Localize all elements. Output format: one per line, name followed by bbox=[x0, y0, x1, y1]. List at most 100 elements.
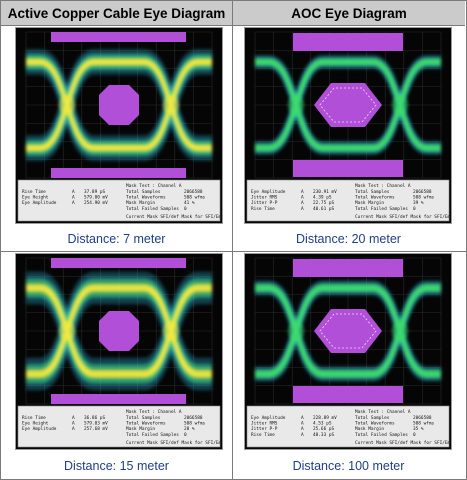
readout-channel: A bbox=[72, 421, 75, 427]
readout-value: 0 bbox=[413, 432, 416, 438]
readout-label: Eye Amplitude bbox=[251, 415, 286, 421]
caption-100m: Distance: 100 meter bbox=[292, 459, 405, 473]
eye-panel-100m: Mask Test : Channel A Eye Amplitude A 228.8… bbox=[244, 253, 452, 450]
crossover-spots bbox=[59, 95, 179, 115]
current-mask-footer: Current Mask SFI/def Mask for SFI/Eme... bbox=[126, 440, 222, 446]
readout-channel: A bbox=[301, 206, 304, 212]
readout-value: 508 wfms bbox=[413, 421, 435, 427]
header-aoc: AOC Eye Diagram bbox=[233, 1, 465, 26]
readout-background bbox=[17, 405, 221, 448]
readout-value: 36.86 pS bbox=[84, 415, 106, 421]
readout-label: Mask Margin bbox=[355, 200, 384, 206]
scope-screen: Mask Test : Channel A Eye Amplitude A 228.8… bbox=[244, 253, 452, 450]
scope-screen: Mask Test : Channel A Rise Time A 37.89 pS E… bbox=[15, 27, 223, 224]
readout-channel: A bbox=[72, 189, 75, 195]
crossover-spots bbox=[59, 321, 179, 341]
readout-channel: A bbox=[301, 426, 304, 432]
readout-label: Mask Margin bbox=[126, 200, 155, 206]
readout-value: 228.89 mV bbox=[313, 415, 337, 421]
readout-value: 48.33 pS bbox=[313, 432, 335, 438]
caption-20m: Distance: 20 meter bbox=[296, 232, 401, 246]
mask-test-title: Mask Test : Channel A bbox=[355, 409, 411, 415]
readout-value: 37.89 pS bbox=[84, 189, 106, 195]
crossover-spot bbox=[392, 321, 408, 341]
eye-diagram-plot: Mask Test : Channel A Eye Amplitude A 230.9… bbox=[246, 31, 451, 222]
readout-label: Total Failed Samples bbox=[126, 206, 179, 212]
readout-value: 0 bbox=[184, 432, 187, 438]
mask-test-title: Mask Test : Channel A bbox=[126, 183, 182, 189]
mask-test-title: Mask Test : Channel A bbox=[126, 409, 182, 415]
crossover-spot bbox=[163, 321, 179, 341]
readout-label: Eye Amplitude bbox=[22, 200, 57, 206]
readout-channel: A bbox=[72, 200, 75, 206]
readout-value: 2066588 bbox=[413, 415, 432, 421]
readout-channel: A bbox=[301, 415, 304, 421]
current-mask-footer: Current Mask SFI/def Mask for SFI/Eme... bbox=[126, 214, 222, 220]
readout-label: Total Waveforms bbox=[126, 421, 166, 427]
readout-label: Rise Time bbox=[251, 206, 275, 212]
readout-label: Mask Margin bbox=[126, 426, 155, 432]
readout-value: 22.75 pS bbox=[313, 200, 335, 206]
caption-7m: Distance: 7 meter bbox=[67, 232, 166, 246]
current-mask-footer: Current Mask SFI/def Mask for SFI/Eme... bbox=[355, 440, 451, 446]
mask-regions bbox=[51, 32, 186, 178]
readout-table: Mask Test : Channel A Rise Time A 36.86 pS E… bbox=[17, 405, 222, 448]
readout-channel: A bbox=[301, 200, 304, 206]
readout-label: Total Waveforms bbox=[355, 195, 395, 201]
eye-diagram-plot: Mask Test : Channel A Rise Time A 36.86 pS E… bbox=[17, 257, 222, 448]
readout-label: Total Failed Samples bbox=[355, 432, 408, 438]
readout-label: Rise Time bbox=[22, 189, 46, 195]
mask-center bbox=[99, 311, 139, 351]
crossover-spot bbox=[59, 95, 75, 115]
readout-label: Mask Margin bbox=[355, 426, 384, 432]
readout-value: 28 % bbox=[184, 426, 195, 432]
readout-value: 257.68 mV bbox=[84, 426, 108, 432]
readout-label: Jitter RMS bbox=[251, 421, 278, 427]
crossover-spot bbox=[288, 321, 304, 341]
readout-label: Jitter P-P bbox=[251, 200, 278, 206]
readout-value: 579.00 mV bbox=[84, 195, 108, 201]
readout-channel: A bbox=[301, 432, 304, 438]
readout-value: 4.39 pS bbox=[313, 195, 332, 201]
header-active-copper: Active Copper Cable Eye Diagram bbox=[1, 1, 232, 26]
readout-value: 35 % bbox=[413, 426, 424, 432]
mask-bottom bbox=[51, 168, 186, 178]
readout-channel: A bbox=[72, 415, 75, 421]
divider-horizontal bbox=[1, 251, 466, 252]
readout-label: Total Samples bbox=[355, 189, 390, 195]
readout-background bbox=[246, 179, 450, 222]
mask-center bbox=[314, 83, 382, 127]
readout-value: 254.90 mV bbox=[84, 200, 108, 206]
readout-channel: A bbox=[301, 195, 304, 201]
scope-screen: Mask Test : Channel A Rise Time A 36.86 pS E… bbox=[15, 253, 223, 450]
readout-value: 2066588 bbox=[413, 189, 432, 195]
readout-value: 230.91 mV bbox=[313, 189, 337, 195]
readout-value: 0 bbox=[413, 206, 416, 212]
mask-regions bbox=[293, 33, 403, 177]
mask-center bbox=[99, 85, 139, 125]
readout-value: 25.66 pS bbox=[313, 426, 335, 432]
readout-value: 2066588 bbox=[184, 415, 203, 421]
readout-value: 508 wfms bbox=[184, 195, 206, 201]
eye-diagram-plot: Mask Test : Channel A Rise Time A 37.89 pS E… bbox=[17, 31, 222, 222]
mask-bottom bbox=[293, 160, 403, 177]
eye-diagram-plot: Mask Test : Channel A Eye Amplitude A 228.8… bbox=[246, 257, 451, 448]
readout-table: Mask Test : Channel A Rise Time A 37.89 pS E… bbox=[17, 179, 222, 222]
readout-label: Eye Height bbox=[22, 195, 49, 201]
readout-value: 508 wfms bbox=[184, 421, 206, 427]
mask-bottom bbox=[293, 386, 403, 403]
mask-test-title: Mask Test : Channel A bbox=[355, 183, 411, 189]
crossover-spot bbox=[392, 95, 408, 115]
eye-panel-15m: Mask Test : Channel A Rise Time A 36.86 pS E… bbox=[15, 253, 223, 450]
readout-label: Eye Height bbox=[22, 421, 49, 427]
readout-background bbox=[246, 405, 450, 448]
readout-label: Total Failed Samples bbox=[355, 206, 408, 212]
readout-channel: A bbox=[301, 421, 304, 427]
readout-label: Eye Amplitude bbox=[22, 426, 57, 432]
mask-top bbox=[51, 32, 186, 42]
readout-value: 4.53 pS bbox=[313, 421, 332, 427]
mask-center bbox=[314, 309, 382, 353]
readout-channel: A bbox=[72, 426, 75, 432]
readout-label: Total Samples bbox=[126, 189, 161, 195]
readout-label: Total Samples bbox=[355, 415, 390, 421]
